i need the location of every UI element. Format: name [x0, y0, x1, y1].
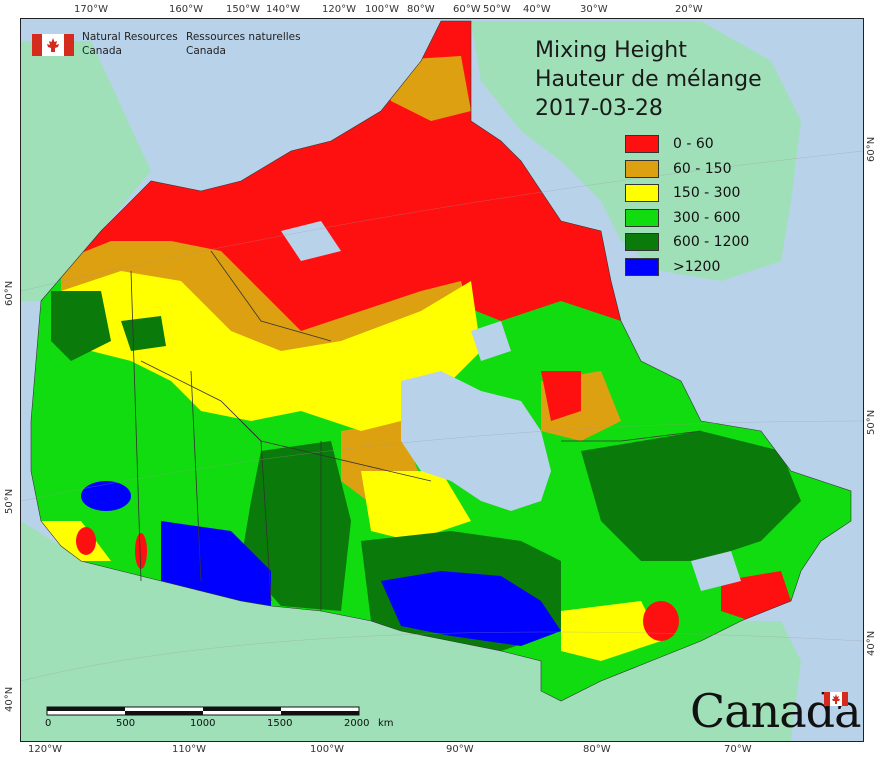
tick-left-2: 40°N [4, 686, 15, 712]
scale-tick-1000: 1000 [190, 718, 216, 729]
tick-top-2: 150°W [226, 4, 260, 15]
tick-top-9: 40°W [523, 4, 551, 15]
scale-tick-500: 500 [116, 718, 136, 729]
legend-label: 600 - 1200 [673, 234, 750, 250]
map-frame [20, 18, 864, 742]
tick-top-11: 20°W [675, 4, 703, 15]
canada-flag-icon [32, 34, 74, 56]
province-boundaries [130, 250, 702, 611]
tick-left-0: 60°N [4, 280, 15, 306]
gulf-st-lawrence [691, 551, 741, 591]
foxe-basin [471, 321, 511, 361]
agency-en-line2: Canada [82, 45, 122, 57]
hudson-bay [401, 371, 551, 511]
title-english: Mixing Height [535, 38, 687, 63]
scale-unit: km [378, 718, 394, 729]
agency-en-line1: Natural Resources [82, 31, 178, 43]
tick-bottom-5: 70°W [724, 744, 752, 755]
legend-label: 150 - 300 [673, 185, 741, 201]
legend-swatch [625, 135, 659, 153]
scale-bar: 0 500 1000 1500 2000 km [45, 704, 394, 729]
legend-swatch [625, 257, 659, 276]
scale-tick-0: 0 [45, 718, 52, 729]
canada-outline [30, 20, 852, 702]
tick-bottom-3: 90°W [446, 744, 474, 755]
usa-landmass [21, 521, 801, 741]
scale-tick-2000: 2000 [344, 718, 370, 729]
agency-fr-line1: Ressources naturelles [186, 31, 301, 43]
tick-bottom-4: 80°W [583, 744, 611, 755]
scale-bar-graphic [46, 706, 360, 716]
tick-top-4: 120°W [322, 4, 356, 15]
legend-label: 0 - 60 [673, 136, 714, 152]
scale-tick-1500: 1500 [267, 718, 293, 729]
tick-top-6: 80°W [407, 4, 435, 15]
title-french: Hauteur de mélange [535, 67, 762, 92]
agency-name-english: Natural Resources Canada [82, 30, 192, 58]
tick-left-1: 50°N [4, 488, 15, 514]
tick-top-1: 160°W [169, 4, 203, 15]
legend-swatch [625, 233, 659, 251]
legend-swatch [625, 159, 659, 178]
graticule [21, 150, 863, 682]
mixing-height-map[interactable] [21, 19, 863, 741]
tick-top-7: 60°W [453, 4, 481, 15]
alaska-landmass [21, 41, 151, 301]
tick-top-3: 140°W [266, 4, 300, 15]
tick-bottom-1: 110°W [172, 744, 206, 755]
legend-swatch [625, 208, 659, 227]
tick-right-2: 40°N [866, 630, 877, 656]
agency-name-french: Ressources naturelles Canada [186, 30, 306, 58]
legend-label: 300 - 600 [673, 209, 741, 226]
arctic-channel [281, 221, 341, 261]
agency-fr-line2: Canada [186, 45, 226, 57]
wordmark-flag-icon [824, 692, 848, 706]
tick-top-8: 50°W [483, 4, 511, 15]
tick-top-5: 100°W [365, 4, 399, 15]
map-title: Mixing Height Hauteur de mélange 2017-03… [535, 36, 762, 123]
tick-right-0: 60°N [866, 136, 877, 162]
tick-bottom-0: 120°W [28, 744, 62, 755]
tick-right-1: 50°N [866, 409, 877, 435]
legend-label: >1200 [673, 258, 721, 275]
legend-swatch [625, 184, 659, 202]
tick-top-10: 30°W [580, 4, 608, 15]
title-date: 2017-03-28 [535, 96, 663, 121]
tick-bottom-2: 100°W [310, 744, 344, 755]
tick-top-0: 170°W [74, 4, 108, 15]
legend-label: 60 - 150 [673, 160, 732, 177]
